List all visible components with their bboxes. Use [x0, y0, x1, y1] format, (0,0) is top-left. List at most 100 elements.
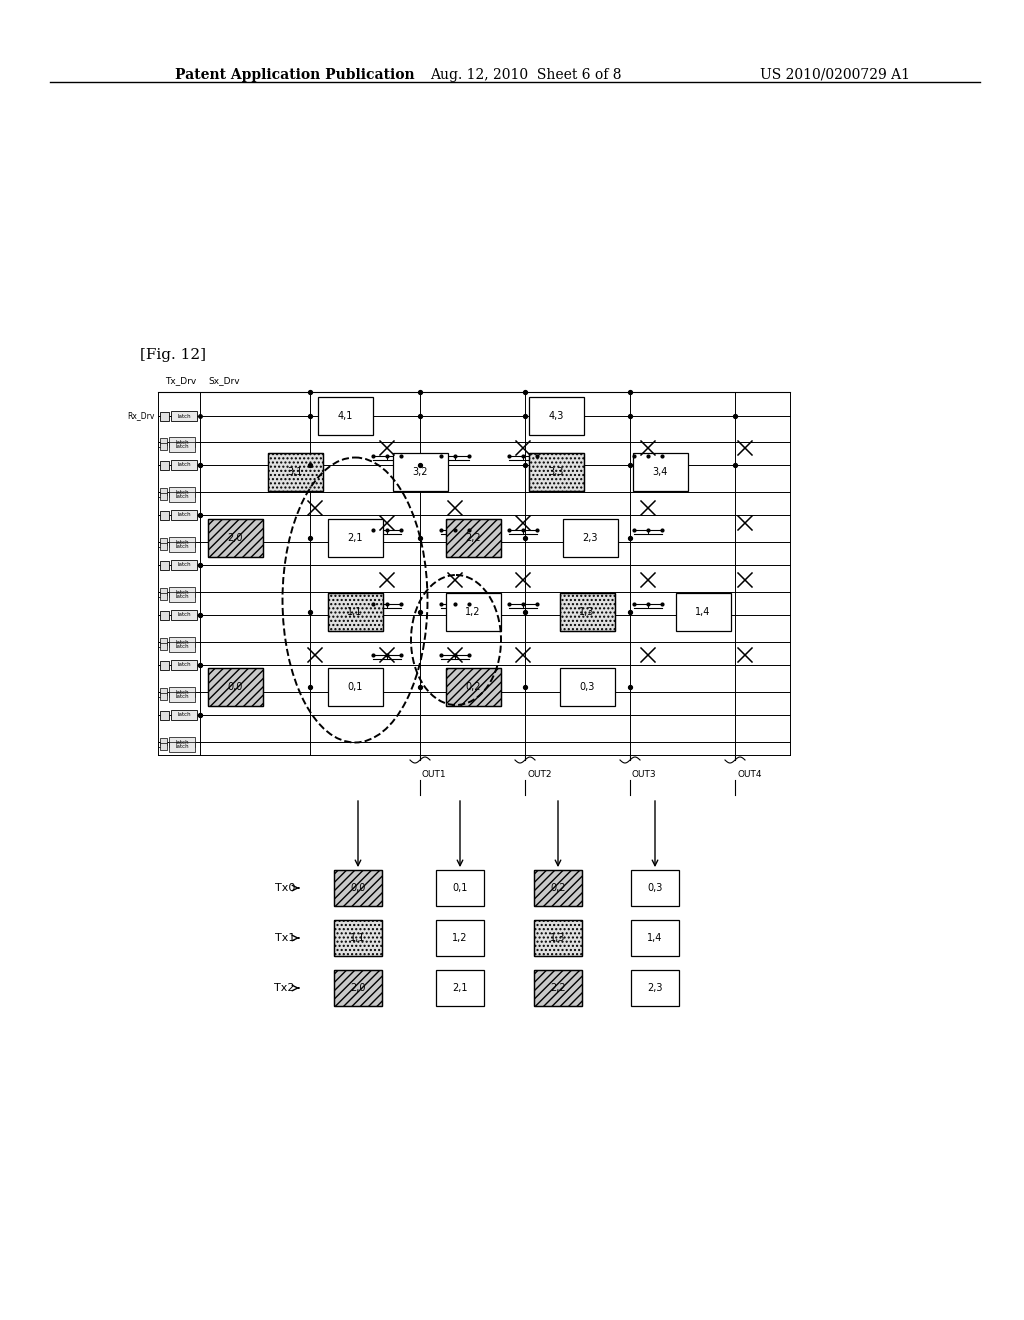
Text: latch: latch: [177, 612, 190, 618]
Bar: [445, 668, 501, 706]
Bar: [534, 970, 582, 1006]
Text: 1,4: 1,4: [647, 933, 663, 942]
Bar: [160, 743, 167, 750]
Bar: [445, 519, 501, 557]
Text: 3,4: 3,4: [652, 467, 668, 477]
Bar: [208, 519, 262, 557]
Bar: [559, 668, 614, 706]
Text: 1,2: 1,2: [465, 607, 480, 616]
Bar: [631, 870, 679, 906]
Bar: [160, 611, 169, 620]
Bar: [534, 970, 582, 1006]
Bar: [562, 519, 617, 557]
Bar: [267, 453, 323, 491]
Bar: [208, 519, 262, 557]
Bar: [169, 642, 195, 652]
Text: 0,0: 0,0: [350, 883, 366, 894]
Text: Aug. 12, 2010  Sheet 6 of 8: Aug. 12, 2010 Sheet 6 of 8: [430, 69, 622, 82]
Bar: [160, 638, 167, 645]
Bar: [528, 397, 584, 436]
Bar: [160, 661, 169, 671]
Text: 1,3: 1,3: [580, 607, 595, 616]
Text: 2,1: 2,1: [347, 533, 362, 543]
Text: latch: latch: [177, 462, 190, 467]
Bar: [559, 593, 614, 631]
Text: latch: latch: [177, 413, 190, 418]
Text: 2,0: 2,0: [350, 983, 366, 993]
Bar: [208, 668, 262, 706]
Bar: [160, 511, 169, 520]
Bar: [160, 688, 167, 696]
Bar: [317, 397, 373, 436]
Bar: [633, 453, 687, 491]
Bar: [267, 453, 323, 491]
Bar: [534, 920, 582, 956]
Text: latch: latch: [175, 445, 188, 450]
Text: latch: latch: [175, 440, 188, 445]
Bar: [160, 438, 167, 445]
Text: 0,3: 0,3: [580, 682, 595, 692]
Bar: [559, 593, 614, 631]
Text: OUT3: OUT3: [632, 770, 656, 779]
Bar: [534, 920, 582, 956]
Bar: [436, 870, 484, 906]
Bar: [160, 593, 167, 601]
Bar: [334, 920, 382, 956]
Bar: [328, 593, 383, 631]
Text: 0,1: 0,1: [347, 682, 362, 692]
Text: latch: latch: [177, 713, 190, 718]
Text: latch: latch: [177, 512, 190, 517]
Text: Tx_Drv: Tx_Drv: [165, 376, 197, 385]
Bar: [334, 920, 382, 956]
Bar: [334, 870, 382, 906]
Bar: [169, 437, 195, 447]
Bar: [334, 970, 382, 1006]
Bar: [169, 742, 195, 752]
Bar: [436, 920, 484, 956]
Bar: [328, 593, 383, 631]
Text: 3,1: 3,1: [288, 467, 303, 477]
Bar: [534, 870, 582, 906]
Bar: [160, 412, 169, 421]
Bar: [160, 643, 167, 649]
Text: latch: latch: [175, 540, 188, 544]
Text: 3,3: 3,3: [548, 467, 563, 477]
Bar: [169, 492, 195, 502]
Bar: [169, 686, 195, 697]
Text: Tx1: Tx1: [274, 933, 295, 942]
Text: 3,2: 3,2: [413, 467, 428, 477]
Text: 4,1: 4,1: [337, 411, 352, 421]
Bar: [160, 561, 169, 570]
Text: OUT4: OUT4: [737, 770, 762, 779]
Bar: [328, 519, 383, 557]
Bar: [160, 492, 167, 500]
Text: 2,1: 2,1: [453, 983, 468, 993]
Bar: [160, 539, 167, 545]
Bar: [392, 453, 447, 491]
Bar: [169, 543, 195, 552]
Text: Sx_Drv: Sx_Drv: [208, 376, 240, 385]
Text: Patent Application Publication: Patent Application Publication: [175, 69, 415, 82]
Text: 0,2: 0,2: [465, 682, 480, 692]
Text: 0,1: 0,1: [453, 883, 468, 894]
Text: 1,3: 1,3: [550, 933, 565, 942]
Text: Tx0: Tx0: [274, 883, 295, 894]
Bar: [169, 737, 195, 747]
Text: Rx_Drv: Rx_Drv: [128, 412, 155, 421]
Text: latch: latch: [175, 739, 188, 744]
Bar: [445, 519, 501, 557]
Text: 0,0: 0,0: [227, 682, 243, 692]
Bar: [169, 487, 195, 498]
Text: 1,2: 1,2: [453, 933, 468, 942]
Text: OUT2: OUT2: [527, 770, 552, 779]
Bar: [171, 459, 197, 470]
Bar: [169, 442, 195, 451]
Text: 2,3: 2,3: [647, 983, 663, 993]
Bar: [160, 711, 169, 719]
Bar: [160, 461, 169, 470]
Bar: [436, 970, 484, 1006]
Bar: [528, 453, 584, 491]
Bar: [334, 870, 382, 906]
Text: latch: latch: [177, 562, 190, 568]
Bar: [171, 660, 197, 671]
